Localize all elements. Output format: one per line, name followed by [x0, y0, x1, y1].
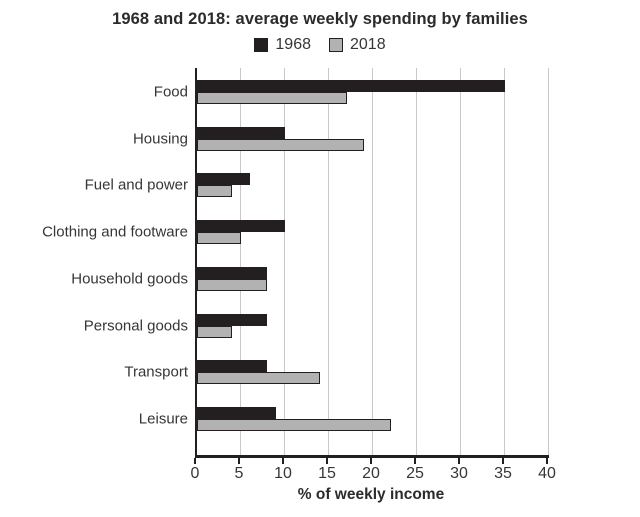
x-tick-label-5: 5 [234, 465, 244, 482]
gridline-5 [240, 68, 241, 455]
bar-2018-clothing-and-footware [197, 232, 241, 245]
bar-1968-leisure [197, 406, 277, 419]
x-tick-label-35: 35 [494, 465, 512, 482]
category-label-clothing-and-footware: Clothing and footware [42, 223, 188, 241]
category-label-fuel-and-power: Fuel and power [84, 176, 188, 194]
bar-1968-household-goods [197, 266, 268, 279]
bar-1968-housing [197, 126, 285, 139]
bar-2018-housing [197, 138, 365, 151]
category-label-household-goods: Household goods [71, 270, 188, 288]
plot-area [195, 68, 549, 458]
category-label-transport: Transport [124, 363, 188, 381]
legend-label-2018: 2018 [350, 36, 386, 53]
x-tick-40 [546, 458, 548, 464]
category-label-leisure: Leisure [138, 410, 188, 428]
legend-item-1968: 1968 [254, 36, 311, 54]
gridline-10 [284, 68, 285, 455]
bar-2018-personal-goods [197, 325, 233, 338]
gridline-35 [504, 68, 505, 455]
gridline-20 [372, 68, 373, 455]
legend-label-1968: 1968 [275, 36, 311, 53]
bar-2018-fuel-and-power [197, 185, 233, 198]
x-tick-10 [282, 458, 284, 464]
x-tick-25 [414, 458, 416, 464]
bar-2018-household-goods [197, 278, 268, 291]
x-tick-label-0: 0 [190, 465, 200, 482]
x-axis-label: % of weekly income [297, 486, 445, 503]
x-tick-label-40: 40 [538, 465, 556, 482]
legend-swatch-1968 [254, 38, 269, 52]
x-tick-label-15: 15 [318, 465, 336, 482]
legend-item-2018: 2018 [329, 36, 386, 54]
x-tick-35 [502, 458, 504, 464]
bar-2018-transport [197, 372, 321, 385]
bar-1968-fuel-and-power [197, 173, 250, 186]
bar-2018-food [197, 92, 347, 104]
bar-2018-leisure [197, 418, 391, 431]
chart-title: 1968 and 2018: average weekly spending b… [112, 10, 528, 28]
bar-1968-personal-goods [197, 313, 268, 326]
gridline-15 [328, 68, 329, 455]
gridline-30 [460, 68, 461, 455]
bar-1968-transport [197, 360, 268, 373]
category-label-food: Food [153, 83, 188, 101]
legend-swatch-2018 [329, 38, 343, 52]
category-label-personal-goods: Personal goods [83, 317, 188, 334]
x-tick-label-25: 25 [406, 465, 424, 482]
bar-1968-clothing-and-footware [197, 220, 285, 233]
category-axis: Food Housing Fuel and power Clothing and fo… [0, 68, 188, 455]
x-axis: 0 5 10 15 20 25 30 35 40 [191, 458, 556, 488]
x-tick-label-10: 10 [274, 465, 292, 482]
bar-1968-food [197, 80, 505, 92]
x-tick-15 [326, 458, 328, 464]
x-tick-label-30: 30 [450, 465, 468, 482]
category-label-housing: Housing [132, 130, 188, 148]
x-tick-30 [458, 458, 460, 464]
x-tick-0 [194, 458, 196, 464]
x-tick-20 [370, 458, 372, 464]
legend: 1968 2018 [0, 36, 640, 54]
x-tick-5 [238, 458, 240, 464]
x-tick-label-20: 20 [362, 465, 380, 482]
gridline-25 [416, 68, 417, 455]
gridline-40 [548, 68, 549, 455]
